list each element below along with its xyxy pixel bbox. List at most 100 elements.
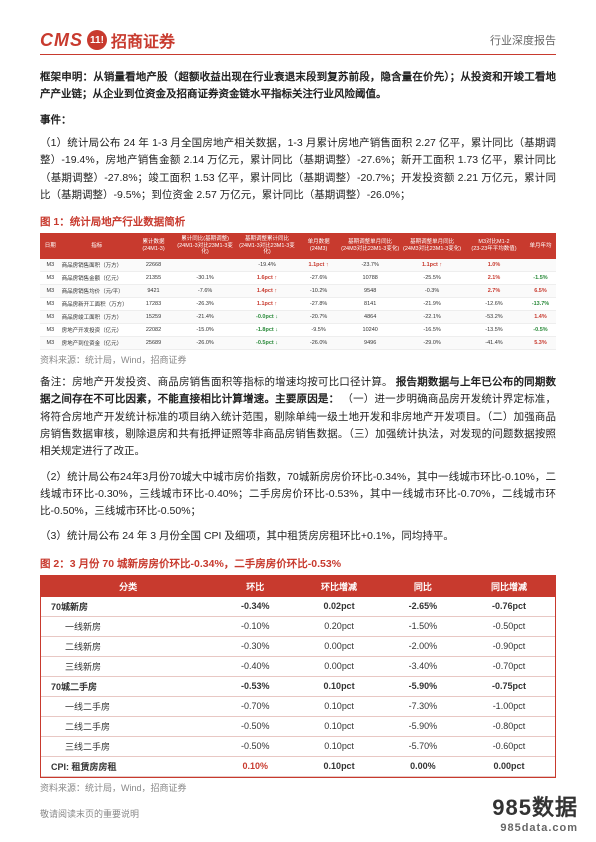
figure1-table: 日期指标累计数据(24M1-3)累计同比(基期调整)(24M1-3对比23M1-… [40, 233, 556, 350]
t2-label-cell: 一线二手房 [41, 696, 215, 716]
t1-cell: 1.0% [463, 259, 525, 272]
t1-cell: -9.5% [298, 323, 339, 336]
t1-cell: -10.2% [298, 284, 339, 297]
t1-header-cell: 累计同比(基期调整)(24M1-3对比23M1-3变化) [174, 233, 236, 259]
t2-value-cell: 0.10pct [295, 756, 383, 776]
t1-cell: M3 [40, 297, 61, 310]
t1-cell: 房地产到位资金（亿元） [61, 336, 133, 349]
table-row: 一线新房-0.10%0.20pct-1.50%-0.50pct [41, 616, 555, 636]
t1-cell: -22.1% [401, 310, 463, 323]
t1-cell: 21355 [133, 271, 174, 284]
t1-cell: 17283 [133, 297, 174, 310]
event-paragraph-1: （1）统计局公布 24 年 1-3 月全国房地产相关数据，1-3 月累计房地产销… [40, 135, 556, 204]
table-row: M3商品房销售均价（元/平）9421-7.6%1.4pct ↑-10.2%954… [40, 284, 556, 297]
t1-cell: -27.6% [298, 271, 339, 284]
t2-label-cell: 70城二手房 [41, 676, 215, 696]
t1-cell: -15.0% [174, 323, 236, 336]
t2-value-cell: 0.00pct [295, 636, 383, 656]
t2-value-cell: 0.00% [383, 756, 463, 776]
t1-cell: -0.3% [401, 284, 463, 297]
t1-cell: -26.3% [174, 297, 236, 310]
table-row: 70城新房-0.34%0.02pct-2.65%-0.76pct [41, 597, 555, 617]
table-row: CPI: 租赁房房租0.10%0.10pct0.00%0.00pct [41, 756, 555, 776]
t1-cell: 10788 [339, 271, 401, 284]
watermark: 985数据 985data.com [492, 790, 578, 834]
doc-category-label: 行业深度报告 [490, 32, 556, 48]
figure1-title: 图 1：统计局地产行业数据简析 [40, 214, 556, 229]
t1-cell: 22668 [133, 259, 174, 272]
t1-cell: 商品房新开工面积（万方） [61, 297, 133, 310]
t1-cell: 1.6pct ↑ [236, 271, 298, 284]
t1-header-cell: 基期调整单月同比(24M3对比23M1-3变化) [401, 233, 463, 259]
t1-cell: 22082 [133, 323, 174, 336]
t1-cell: -7.6% [174, 284, 236, 297]
t2-value-cell: -2.65% [383, 597, 463, 617]
table-row: 二线新房-0.30%0.00pct-2.00%-0.90pct [41, 636, 555, 656]
table-row: M3商品房竣工面积（万方）15259-21.4%-0.0pct ↓-20.7%4… [40, 310, 556, 323]
t1-cell: 1.1pct ↑ [298, 259, 339, 272]
t1-cell: -19.4% [236, 259, 298, 272]
table-row: M3商品房新开工面积（万方）17283-26.3%1.1pct ↑-27.8%8… [40, 297, 556, 310]
logo-badge-icon: 11! [87, 30, 107, 50]
t1-cell: 9421 [133, 284, 174, 297]
t1-cell: 4864 [339, 310, 401, 323]
table-row: 三线二手房-0.50%0.10pct-5.70%-0.60pct [41, 736, 555, 756]
t2-value-cell: -0.50% [215, 736, 295, 756]
t2-value-cell: 0.10pct [295, 736, 383, 756]
t1-cell: -23.7% [339, 259, 401, 272]
t1-cell: 1.4% [525, 310, 556, 323]
watermark-big: 985数据 [492, 795, 578, 820]
t2-value-cell: -1.00pct [463, 696, 555, 716]
t1-cell: -12.6% [463, 297, 525, 310]
t1-cell: M3 [40, 259, 61, 272]
figure2-source: 资料来源：统计局，Wind，招商证券 [40, 781, 556, 794]
t2-label-cell: 二线二手房 [41, 716, 215, 736]
t2-value-cell: 0.02pct [295, 597, 383, 617]
t2-value-cell: -0.90pct [463, 636, 555, 656]
t1-cell: -13.7% [525, 297, 556, 310]
note-prefix: 备注：房地产开发投资、商品房销售面积等指标的增速均按可比口径计算。 [40, 376, 393, 388]
t2-value-cell: -0.80pct [463, 716, 555, 736]
t1-cell: -25.5% [401, 271, 463, 284]
t2-label-cell: 三线二手房 [41, 736, 215, 756]
t1-cell: -27.8% [298, 297, 339, 310]
t2-header-cell: 同比增减 [463, 576, 555, 597]
t2-header-cell: 环比 [215, 576, 295, 597]
t1-cell: 25689 [133, 336, 174, 349]
t2-value-cell: 0.10pct [295, 716, 383, 736]
footer-disclaimer: 敬请阅读末页的重要说明 [40, 807, 139, 820]
event-paragraph-3: （3）统计局公布 24 年 3 月份全国 CPI 及细项，其中租赁房房租环比+0… [40, 528, 556, 545]
header-divider [40, 54, 556, 55]
figure1-source: 资料来源：统计局，Wind，招商证券 [40, 353, 556, 366]
t1-cell: -30.1% [174, 271, 236, 284]
t2-value-cell: -5.90% [383, 716, 463, 736]
t1-cell: -0.5pct ↓ [236, 336, 298, 349]
t2-value-cell: -0.60pct [463, 736, 555, 756]
t2-value-cell: -7.30% [383, 696, 463, 716]
t1-cell: 6.5% [525, 284, 556, 297]
t1-cell: 1.1pct ↑ [401, 259, 463, 272]
t2-value-cell: 0.10pct [295, 676, 383, 696]
t2-value-cell: -0.30% [215, 636, 295, 656]
table-row: 三线新房-0.40%0.00pct-3.40%-0.70pct [41, 656, 555, 676]
t1-cell: 商品房竣工面积（万方） [61, 310, 133, 323]
t2-label-cell: 70城新房 [41, 597, 215, 617]
t1-cell: M3 [40, 271, 61, 284]
t2-label-cell: 三线新房 [41, 656, 215, 676]
t2-value-cell: -5.70% [383, 736, 463, 756]
t2-value-cell: -0.75pct [463, 676, 555, 696]
t1-header-cell: M3对比M1-2(23-23年平均数值) [463, 233, 525, 259]
table-row: M3房地产开发投资（亿元）22082-15.0%-1.8pct ↓-9.5%10… [40, 323, 556, 336]
t2-value-cell: -0.70% [215, 696, 295, 716]
t1-cell: 2.1% [463, 271, 525, 284]
t2-value-cell: -3.40% [383, 656, 463, 676]
t1-header-cell: 指标 [61, 233, 133, 259]
t1-cell: 10240 [339, 323, 401, 336]
t2-header-cell: 同比 [383, 576, 463, 597]
t2-value-cell: 0.10pct [295, 696, 383, 716]
t1-header-cell: 累计数据(24M1-3) [133, 233, 174, 259]
t2-value-cell: -1.50% [383, 616, 463, 636]
t2-header-cell: 环比增减 [295, 576, 383, 597]
figure2-table-wrap: 分类环比环比增减同比同比增减 70城新房-0.34%0.02pct-2.65%-… [40, 575, 556, 778]
t2-value-cell: -5.90% [383, 676, 463, 696]
